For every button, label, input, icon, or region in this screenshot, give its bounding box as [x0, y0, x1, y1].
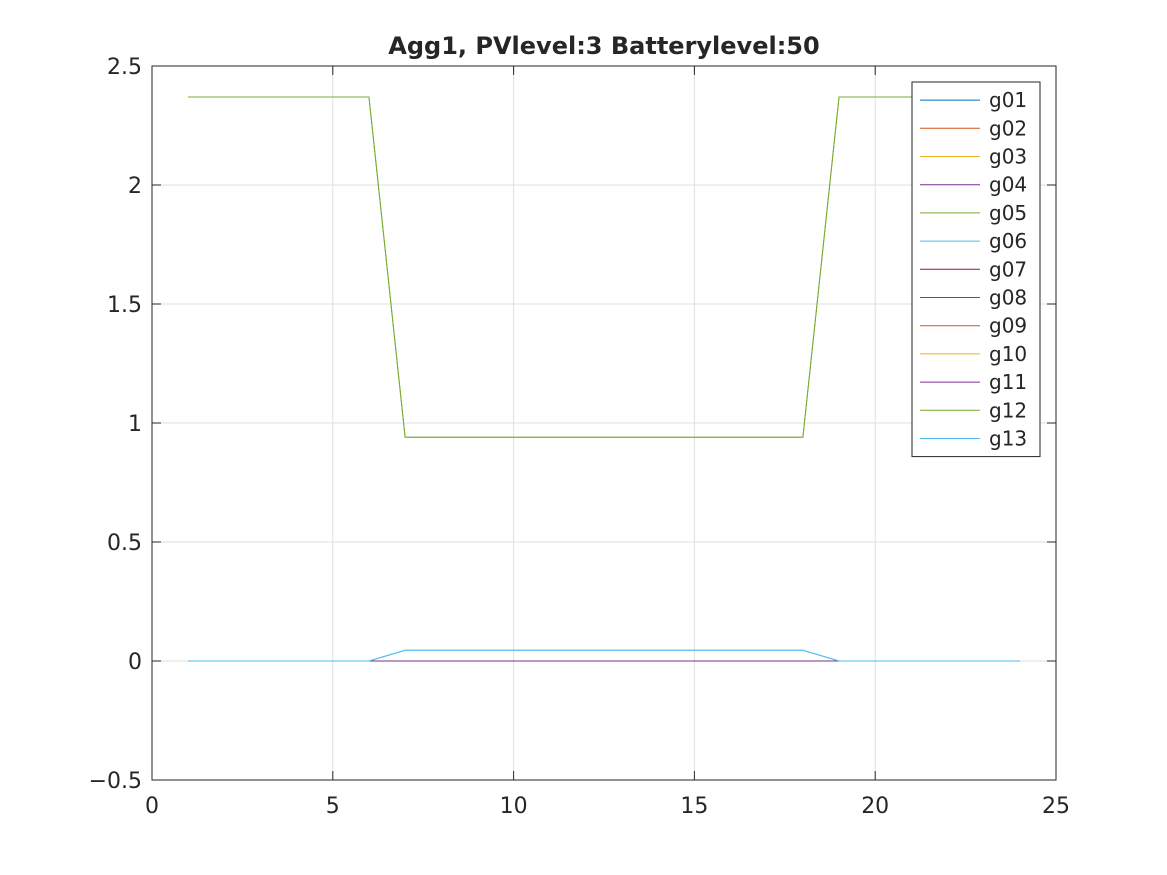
y-tick-label: 2	[128, 174, 142, 199]
legend-item-g09[interactable]: g09	[920, 314, 1027, 338]
y-tick-label: 0.5	[107, 531, 142, 556]
legend-item-g12[interactable]: g12	[920, 398, 1027, 422]
legend-item-g03[interactable]: g03	[920, 145, 1027, 169]
x-tick-label: 10	[500, 794, 528, 819]
chart-title: Agg1, PVlevel:3 Batterylevel:50	[388, 32, 819, 60]
series-line-g13	[188, 649, 1020, 662]
legend-item-g11[interactable]: g11	[920, 370, 1027, 394]
legend-label: g03	[989, 145, 1027, 169]
legend-label: g10	[989, 342, 1027, 366]
legend-label: g07	[989, 257, 1027, 281]
x-tick-label: 5	[326, 794, 340, 819]
y-tick-label: 1.5	[107, 293, 142, 318]
legend-item-g01[interactable]: g01	[920, 88, 1027, 112]
legend-label: g13	[989, 427, 1027, 451]
legend-label: g08	[989, 286, 1027, 310]
y-tick-label: 1	[128, 412, 142, 437]
legend[interactable]: g01 g02 g03 g04 g05 g06 g07 g08 g09 g10 g11 g12 g13	[911, 81, 1041, 458]
legend-item-g02[interactable]: g02	[920, 116, 1027, 140]
ticks: 0 5 10 15 20 25−0.500.511.522.5	[89, 55, 1070, 819]
legend-label: g09	[989, 314, 1027, 338]
y-tick-label: 2.5	[107, 55, 142, 80]
legend-label: g05	[989, 201, 1027, 225]
legend-label: g01	[989, 88, 1027, 112]
legend-label: g06	[989, 229, 1027, 253]
legend-item-g05[interactable]: g05	[920, 201, 1027, 225]
x-tick-label: 25	[1042, 794, 1070, 819]
legend-item-g13[interactable]: g13	[920, 427, 1027, 451]
x-tick-label: 20	[861, 794, 889, 819]
legend-label: g04	[989, 173, 1027, 197]
x-tick-label: 15	[680, 794, 708, 819]
y-tick-label: −0.5	[89, 769, 142, 794]
legend-item-g10[interactable]: g10	[920, 342, 1027, 366]
legend-item-g06[interactable]: g06	[920, 229, 1027, 253]
legend-item-g07[interactable]: g07	[920, 257, 1027, 281]
legend-item-g04[interactable]: g04	[920, 173, 1027, 197]
legend-label: g02	[989, 116, 1027, 140]
legend-item-g08[interactable]: g08	[920, 286, 1027, 310]
legend-label: g11	[989, 370, 1027, 394]
y-tick-label: 0	[128, 650, 142, 675]
x-tick-label: 0	[145, 794, 159, 819]
series-line-g12	[188, 96, 1020, 438]
legend-label: g12	[989, 398, 1027, 422]
series-layer	[188, 96, 1020, 662]
